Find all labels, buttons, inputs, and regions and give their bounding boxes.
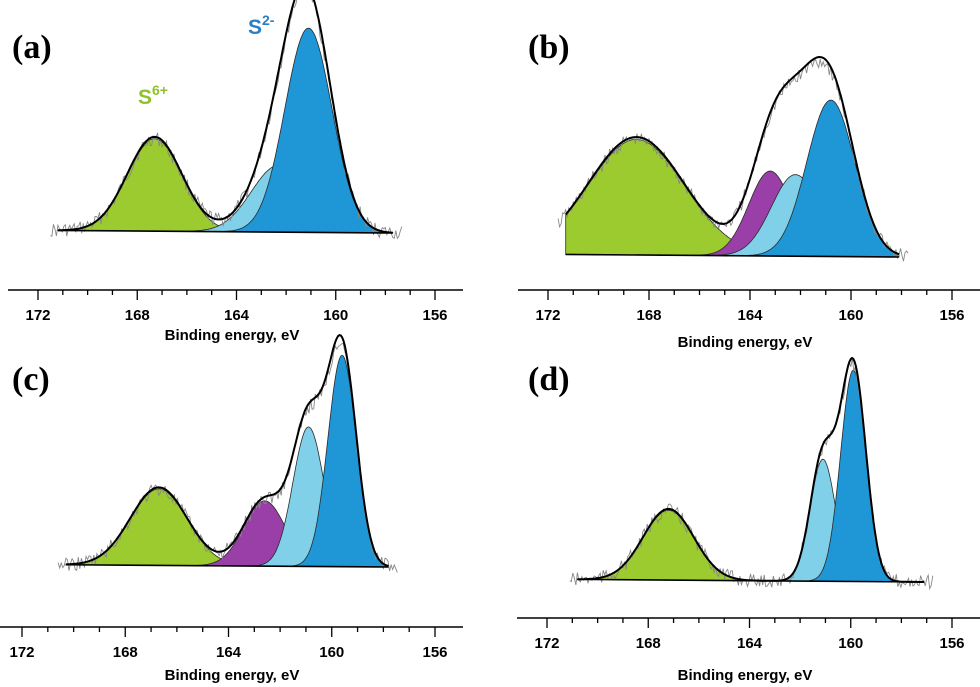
- s6-label: S6+: [138, 82, 168, 109]
- tick-label-164: 164: [224, 307, 250, 324]
- tick-label-168: 168: [636, 635, 661, 652]
- s2-label: S2-: [248, 12, 275, 39]
- panel-d: 172 168 164 160 156 Binding energy, eV (d): [517, 356, 980, 684]
- x-axis: 172 168 164 160 156 Binding energy, eV: [0, 626, 463, 684]
- tick-label-172: 172: [535, 307, 560, 324]
- tick-label-172: 172: [9, 644, 34, 661]
- tick-label-156: 156: [939, 635, 964, 652]
- component-peak-4: [65, 354, 389, 568]
- tick-label-172: 172: [534, 635, 559, 652]
- tick-label-172: 172: [25, 307, 50, 324]
- panel-label: (b): [528, 29, 570, 66]
- tick-label-168: 168: [125, 307, 150, 324]
- tick-label-156: 156: [422, 307, 447, 324]
- x-axis-title: Binding energy, eV: [678, 334, 813, 351]
- component-peak-3: [57, 27, 394, 234]
- baseline: [577, 578, 925, 583]
- panel-label: (d): [528, 361, 570, 398]
- panel-b: 172 168 164 160 156 Binding energy, eV (b): [518, 29, 980, 351]
- baseline: [565, 253, 899, 258]
- x-axis: 172 168 164 160 156 Binding energy, eV: [517, 617, 980, 684]
- tick-label-164: 164: [737, 635, 763, 652]
- panel-c: 172 168 164 160 156 Binding energy, eV (c): [0, 334, 463, 684]
- tick-label-168: 168: [636, 307, 661, 324]
- panel-label: (c): [12, 361, 50, 398]
- fit-envelope: [65, 334, 389, 567]
- tick-label-160: 160: [838, 307, 863, 324]
- raw-spectrum: [57, 342, 398, 573]
- tick-label-156: 156: [422, 644, 447, 661]
- component-peak-3: [577, 369, 925, 583]
- tick-label-168: 168: [113, 644, 138, 661]
- tick-label-160: 160: [323, 307, 348, 324]
- fit-envelope: [57, 0, 393, 234]
- tick-label-160: 160: [838, 635, 863, 652]
- tick-label-160: 160: [319, 644, 344, 661]
- tick-label-164: 164: [737, 307, 763, 324]
- tick-label-156: 156: [939, 307, 964, 324]
- x-axis-title: Binding energy, eV: [165, 667, 300, 684]
- tick-label-164: 164: [216, 644, 242, 661]
- panel-label: (a): [12, 29, 52, 66]
- panel-a: 172 168 164 160 156 Binding energy, eV (a): [8, 0, 463, 344]
- x-axis: 172 168 164 160 156 Binding energy, eV: [8, 289, 463, 344]
- fit-envelope: [564, 55, 900, 256]
- x-axis-title: Binding energy, eV: [165, 327, 300, 344]
- x-axis-title: Binding energy, eV: [678, 667, 813, 684]
- x-axis: 172 168 164 160 156 Binding energy, eV: [518, 289, 980, 351]
- baseline: [57, 229, 393, 234]
- baseline: [65, 563, 389, 568]
